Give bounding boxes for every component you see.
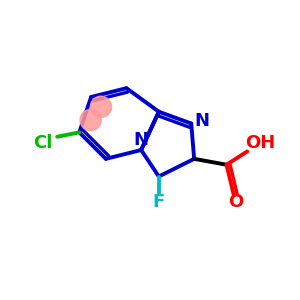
Circle shape	[80, 110, 101, 131]
Circle shape	[90, 96, 112, 117]
Text: OH: OH	[245, 134, 275, 152]
Text: N: N	[134, 131, 149, 149]
Text: N: N	[194, 112, 209, 130]
Text: O: O	[228, 193, 243, 211]
Text: Cl: Cl	[33, 134, 52, 152]
Text: F: F	[153, 193, 165, 211]
